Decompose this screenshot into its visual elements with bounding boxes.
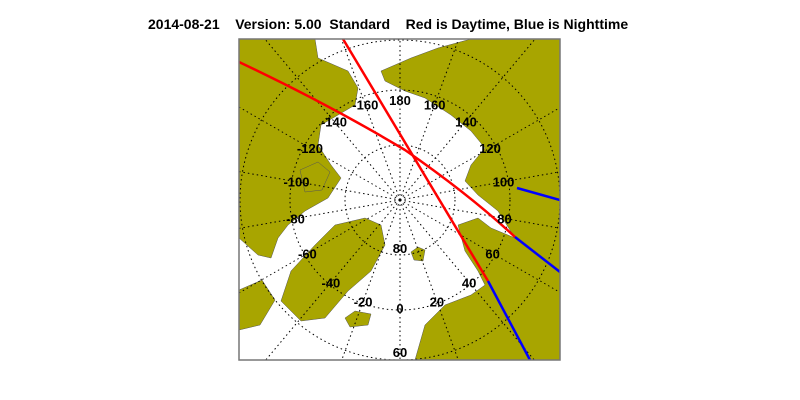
meridian-line: [265, 199, 401, 360]
longitude-label: -20: [354, 294, 373, 309]
longitude-label: 0: [396, 301, 403, 316]
canadian-islands: [299, 161, 331, 193]
longitude-label: 180: [389, 93, 411, 108]
north-america: [239, 39, 359, 259]
meridian-line: [399, 199, 535, 360]
nighttime-line: [516, 186, 560, 202]
longitude-label: 140: [455, 114, 477, 129]
daytime-line: [239, 60, 516, 238]
longitude-label: -160: [352, 98, 378, 113]
map-title: 2014-08-21 Version: 5.00 Standard Red is…: [148, 16, 628, 32]
longitude-label: 20: [430, 294, 444, 309]
longitude-label: 100: [493, 175, 515, 190]
latitude-circle: [289, 89, 511, 311]
latitude-label: 80: [393, 241, 407, 256]
nighttime-line: [514, 236, 560, 273]
longitude-label: -80: [286, 211, 305, 226]
longitude-label: -100: [283, 175, 309, 190]
bottom-left-land: [239, 279, 276, 331]
daytime-line: [341, 39, 490, 282]
longitude-label: -140: [321, 114, 347, 129]
latitude-label: 60: [393, 345, 407, 360]
meridian-line: [341, 199, 401, 360]
longitude-label: 120: [479, 141, 501, 156]
terminator-lines: [239, 39, 560, 360]
iceland: [344, 310, 372, 328]
meridian-line: [399, 107, 560, 201]
meridian-line: [239, 199, 401, 229]
longitude-label: 60: [485, 246, 499, 261]
legend-text: Red is Daytime, Blue is Nighttime: [405, 16, 629, 32]
eurasia: [380, 39, 560, 360]
date-label: 2014-08-21: [148, 16, 220, 32]
longitude-label: 160: [424, 98, 446, 113]
map-frame: [238, 38, 561, 361]
version-label: Version: 5.00: [235, 16, 322, 32]
longitude-label: -40: [321, 275, 340, 290]
meridian-line: [399, 199, 560, 229]
nighttime-line: [486, 280, 532, 360]
longitude-label: 40: [462, 275, 476, 290]
meridian-line: [340, 39, 401, 201]
meridian-line: [239, 171, 401, 201]
pole-dot: [398, 198, 402, 202]
graticule: [239, 39, 560, 360]
longitude-label: -120: [297, 141, 323, 156]
meridian-line: [399, 171, 560, 201]
meridian-line: [399, 199, 560, 293]
land-masses: [239, 39, 560, 360]
meridian-line: [399, 199, 459, 360]
longitude-label: 80: [497, 211, 511, 226]
mode-label: Standard: [329, 16, 391, 32]
greenland: [280, 217, 386, 322]
longitude-label: -60: [298, 246, 317, 261]
meridian-line: [399, 39, 460, 201]
